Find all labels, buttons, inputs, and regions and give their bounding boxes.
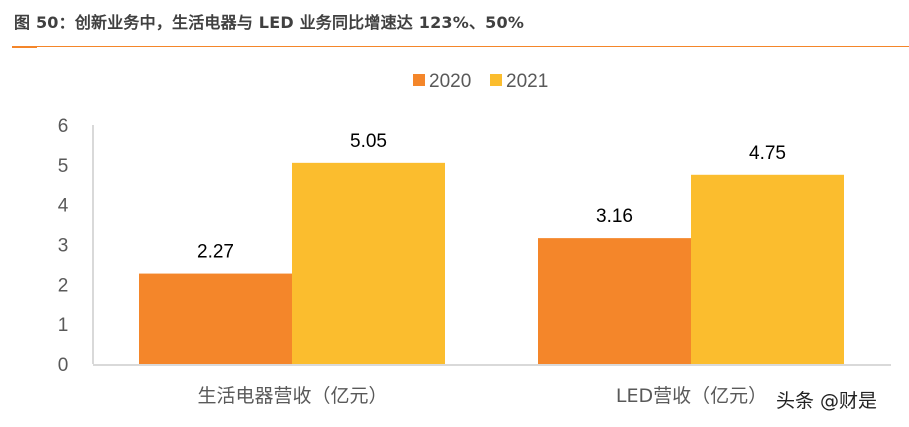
legend-swatch-2021 [490, 74, 502, 86]
x-axis: 生活电器营收（亿元） LED营收（亿元） [93, 364, 891, 407]
figure-title: 图 50：创新业务中，生活电器与 LED 业务同比增速达 123%、50% [14, 13, 525, 32]
y-tick-label: 3 [58, 236, 69, 257]
y-tick-label: 0 [58, 355, 69, 376]
title-divider-accent [12, 46, 37, 48]
bar-2021 [691, 174, 844, 364]
legend-label: 2021 [506, 71, 548, 92]
legend-label: 2020 [429, 71, 471, 92]
title-divider [14, 46, 909, 47]
data-label: 3.16 [596, 206, 633, 227]
bar-2020 [139, 273, 292, 364]
watermark: 头条 @财是 [776, 390, 878, 412]
x-category-label: LED营收（亿元） [616, 385, 767, 407]
data-label: 2.27 [197, 242, 234, 263]
y-tick-label: 2 [58, 275, 69, 296]
data-label: 4.75 [749, 143, 786, 164]
y-tick-label: 4 [58, 196, 69, 217]
legend: 2020 2021 [413, 71, 548, 92]
legend-swatch-2020 [413, 74, 425, 86]
y-axis: 0 1 2 3 4 5 6 [58, 116, 94, 376]
bars: 2.27 5.05 3.16 4.75 [139, 131, 844, 364]
x-category-label: 生活电器营收（亿元） [197, 385, 387, 407]
bar-2020 [538, 238, 691, 364]
bar-2021 [292, 162, 445, 364]
y-tick-label: 1 [58, 315, 69, 336]
y-tick-label: 5 [58, 156, 69, 177]
data-label: 5.05 [350, 131, 387, 152]
y-tick-label: 6 [58, 116, 69, 137]
